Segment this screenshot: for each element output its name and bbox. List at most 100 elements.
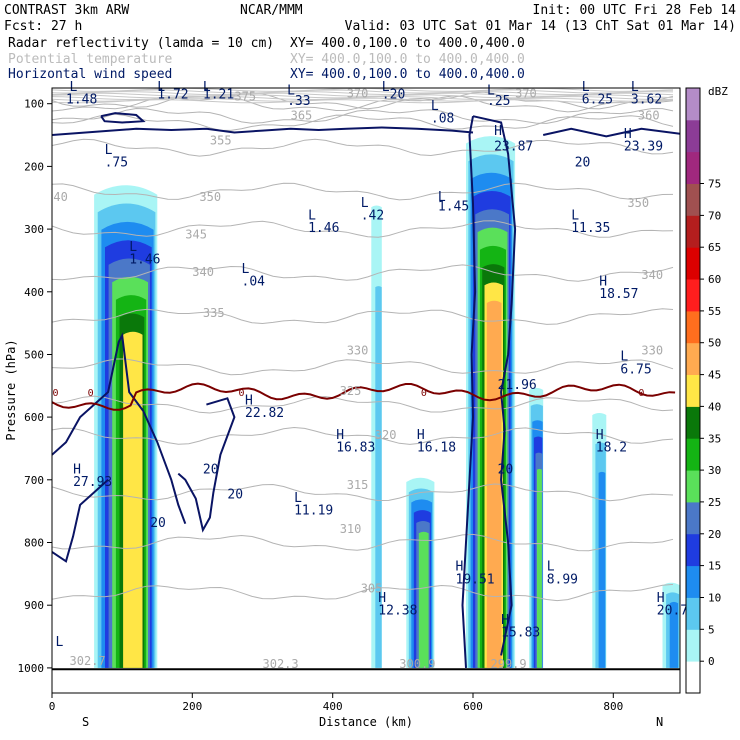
wind-extremum-label: 20 <box>150 516 166 531</box>
colorbar-bin <box>686 374 700 407</box>
wind-extremum-label: 1.46 <box>308 221 339 236</box>
zero-isotherm-label: 0 <box>52 388 58 399</box>
theta-contour-label: 300.9 <box>399 657 435 671</box>
colorbar-bin <box>686 629 700 662</box>
colorbar-bin <box>686 342 700 375</box>
wind-extremum-label: L <box>431 99 439 114</box>
colorbar-bin <box>686 661 700 694</box>
colorbar-tick-label: 40 <box>708 400 721 413</box>
colorbar-bin <box>686 310 700 344</box>
wind-extremum-label: .04 <box>242 275 266 290</box>
theta-contour-label: 330 <box>641 344 663 358</box>
colorbar-bin <box>686 247 700 280</box>
wind-extremum-label: L <box>287 83 295 98</box>
wind-extremum-label: 11.19 <box>294 503 333 518</box>
colorbar-tick-label: 0 <box>708 655 715 668</box>
wind-extremum-label: H <box>596 428 604 443</box>
field-xy-reflectivity: XY= 400.0,100.0 to 400.0,400.0 <box>290 36 525 51</box>
theta-contour-label: 315 <box>347 478 369 492</box>
x-axis: 0 200 400 600 800 <box>49 693 623 713</box>
y-tick-label: 1000 <box>18 662 45 675</box>
model-title: CONTRAST 3km ARW <box>4 3 129 18</box>
wind-extremum-label: L <box>308 209 316 224</box>
x-tick-label: 600 <box>463 700 483 713</box>
wind-extremum-label: 1.46 <box>129 253 160 268</box>
wind-extremum-label: .20 <box>382 88 405 103</box>
x-tick-label: 200 <box>182 700 202 713</box>
wind-extremum-label: 12.38 <box>378 604 417 619</box>
y-tick-label: 200 <box>24 160 44 173</box>
wind-extremum-label: 21.96 <box>498 378 537 393</box>
theta-contour-label: 302.7 <box>70 654 106 668</box>
theta-isentrope <box>52 91 674 110</box>
colorbar-tick-label: 65 <box>708 241 721 254</box>
theta-contour-label: 330 <box>347 344 369 358</box>
colorbar-tick-label: 20 <box>708 528 721 541</box>
field-xy-theta: XY= 400.0,100.0 to 400.0,400.0 <box>290 52 525 67</box>
wind-extremum-label: H <box>336 428 344 443</box>
theta-contour-label: 350 <box>199 190 221 204</box>
forecast-hour: Fcst: 27 h <box>4 19 82 34</box>
colorbar-bin <box>686 406 700 439</box>
x-axis-end-right: N <box>656 715 663 729</box>
colorbar-tick-label: 10 <box>708 592 721 605</box>
theta-isentrope <box>52 358 674 376</box>
wind-extremum-label: H <box>599 275 607 290</box>
theta-isentrope <box>52 220 674 238</box>
colorbar-bin <box>686 470 700 503</box>
wind-extremum-label: 20 <box>203 463 219 478</box>
colorbar-bin <box>686 501 700 535</box>
x-axis-label: Distance (km) <box>319 715 413 729</box>
theta-contour-label: 370 <box>347 86 369 100</box>
wind-extremum-label: 22.82 <box>245 406 284 421</box>
theta-isentrope <box>52 138 674 157</box>
reflectivity-fill <box>94 136 680 668</box>
colorbar-tick-label: 25 <box>708 496 721 509</box>
wind-extremum-label: H <box>417 428 425 443</box>
wind-contours <box>52 112 680 668</box>
colorbar-tick-label: 75 <box>708 178 721 191</box>
x-tick-label: 400 <box>323 700 343 713</box>
wind-extremum-label: L <box>294 491 302 506</box>
zero-isotherm-label: 0 <box>238 388 244 399</box>
colorbar-tick-label: 15 <box>708 560 721 573</box>
theta-isentrope <box>52 533 674 552</box>
wind-extremum-label: 20 <box>498 463 514 478</box>
wind-extremum-label: L <box>105 143 113 158</box>
theta-isentrope <box>52 395 674 414</box>
reflectivity-level-band <box>123 331 143 668</box>
wind-extremum-label: 19.51 <box>456 572 495 587</box>
wind-extremum-label: 15.83 <box>501 626 540 641</box>
wind-extremum-label: 3.62 <box>631 93 662 108</box>
wind-extremum-label: .25 <box>487 94 510 109</box>
theta-isentrope <box>52 107 674 124</box>
reflectivity-level-band <box>418 531 429 668</box>
reflectivity-level-band <box>375 286 382 668</box>
theta-isentrope-top <box>52 97 674 102</box>
x-tick-label: 800 <box>603 700 623 713</box>
wind-extremum-label: H <box>245 394 253 409</box>
wind-extremum-label: 23.87 <box>494 140 533 155</box>
colorbar-bin <box>686 533 700 567</box>
y-tick-label: 100 <box>24 98 44 111</box>
theta-contour-label: 355 <box>210 133 232 147</box>
wind-extremum-label: 1.48 <box>66 93 97 108</box>
wind-extremum-label: H <box>657 591 665 606</box>
wind-extremum-label: H <box>494 124 502 139</box>
theta-contour-label: 340 <box>192 265 214 279</box>
wind-extremum-label: .33 <box>287 94 310 109</box>
colorbar-tick-label: 60 <box>708 273 721 286</box>
theta-contour-label: 40 <box>53 190 67 204</box>
contour-labels: 375 370 370 365 360 355 350 350 345 340 340 335 330 3… <box>53 80 688 671</box>
y-axis: 100 200 300 400 500 600 700 800 900 1000 <box>18 98 52 675</box>
wind-extremum-label: 20 <box>227 488 243 503</box>
theta-contour-label: 350 <box>627 196 649 210</box>
theta-isentrope <box>52 264 674 282</box>
plot-frame <box>51 87 681 694</box>
wind-extremum-label: H <box>378 591 386 606</box>
wind-extremum-label: 18.57 <box>599 287 638 302</box>
wind-isotach <box>461 116 477 668</box>
theta-contour-label: 365 <box>291 108 313 122</box>
wind-extremum-label: 20 <box>575 155 591 170</box>
wind-extremum-label: L <box>361 196 369 211</box>
